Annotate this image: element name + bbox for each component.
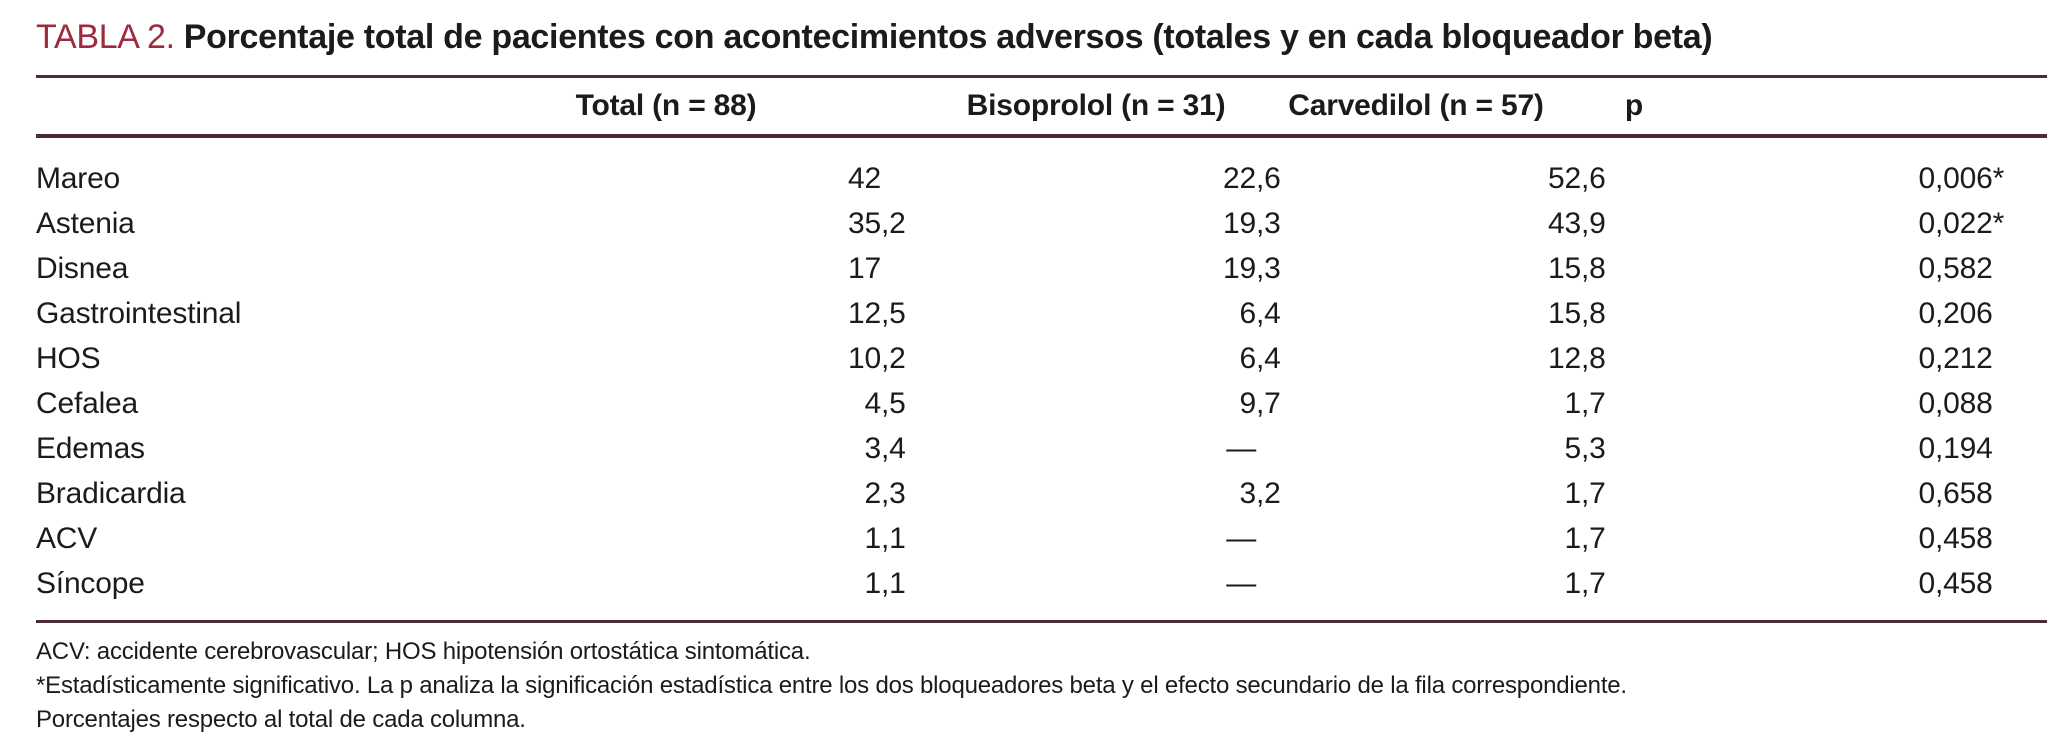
value-cell-carvedilol: 12,8 xyxy=(1548,341,1606,375)
value-cell-p: 0,088 xyxy=(1918,386,1993,420)
value-cell-p: 0,582 xyxy=(1918,251,1993,285)
divider-header xyxy=(36,134,2047,138)
footnote-abbreviations: ACV: accidente cerebrovascular; HOS hipo… xyxy=(36,638,811,665)
value-cell-carvedilol: 15,8 xyxy=(1548,251,1606,285)
table-caption: Porcentaje total de pacientes con aconte… xyxy=(183,18,1713,56)
header-cell-bisoprolol: Bisoprolol (n = 31) xyxy=(967,90,1416,122)
value-cell-p: 0,458 xyxy=(1918,566,1993,600)
table-row: Cefalea 4,5 9,7 1,7 0,088 xyxy=(36,381,2047,426)
value-cell-carvedilol: 1,7 xyxy=(1564,566,1606,600)
column-header-total: Total (n = 88) xyxy=(575,89,757,122)
row-label: Disnea xyxy=(36,251,129,285)
table-number-label: TABLA 2. xyxy=(36,18,175,56)
row-label: Síncope xyxy=(36,566,145,600)
footnote-percentages: Porcentajes respecto al total de cada co… xyxy=(36,706,526,733)
table-row: Astenia 35,2 19,3 43,9 0,022* xyxy=(36,201,2047,246)
value-cell-bisoprolol: 19,3 xyxy=(1223,251,1281,285)
value-cell-carvedilol: 5,3 xyxy=(1564,431,1606,465)
value-cell-p: 0,206 xyxy=(1918,296,1993,330)
table-row: ACV 1,1 — 1,7 0,458 xyxy=(36,516,2047,561)
row-label: ACV xyxy=(36,521,98,555)
value-cell-p: 0,458 xyxy=(1918,521,1993,555)
value-cell-total: 35,2 xyxy=(848,206,906,240)
value-cell-total: 1,1 xyxy=(864,521,906,555)
table-footnotes: ACV: accidente cerebrovascular; HOS hipo… xyxy=(36,623,2047,737)
value-cell-total: 42 xyxy=(848,161,881,195)
value-cell-p: 0,022* xyxy=(1918,206,2005,240)
row-label: Astenia xyxy=(36,206,135,240)
value-cell-total: 3,4 xyxy=(864,431,906,465)
table-row: HOS 10,2 6,4 12,8 0,212 xyxy=(36,336,2047,381)
value-cell-bisoprolol: 6,4 xyxy=(1239,341,1281,375)
table-row: Gastrointestinal 12,5 6,4 15,8 0,206 xyxy=(36,291,2047,336)
column-header-carvedilol: Carvedilol (n = 57) xyxy=(1288,89,1544,122)
value-cell-bisoprolol: 22,6 xyxy=(1223,161,1281,195)
value-cell-total: 4,5 xyxy=(864,386,906,420)
value-cell-carvedilol: 15,8 xyxy=(1548,296,1606,330)
value-cell-carvedilol: 1,7 xyxy=(1564,386,1606,420)
value-cell-total: 10,2 xyxy=(848,341,906,375)
divider-top xyxy=(36,75,2047,78)
row-label: Gastrointestinal xyxy=(36,296,242,330)
value-cell-bisoprolol: 3,2 xyxy=(1239,476,1281,510)
row-label: HOS xyxy=(36,341,101,375)
value-cell-bisoprolol: — xyxy=(1226,431,1256,465)
divider-bottom xyxy=(36,620,2047,623)
value-cell-carvedilol: 43,9 xyxy=(1548,206,1606,240)
value-cell-bisoprolol: — xyxy=(1226,566,1256,600)
table-row: Disnea 17 19,3 15,8 0,582 xyxy=(36,246,2047,291)
header-cell-carvedilol: Carvedilol (n = 57) xyxy=(1288,90,1746,122)
row-label: Edemas xyxy=(36,431,145,465)
value-cell-total: 1,1 xyxy=(864,566,906,600)
row-label: Cefalea xyxy=(36,386,139,420)
value-cell-p: 0,212 xyxy=(1918,341,1993,375)
column-header-bisoprolol: Bisoprolol (n = 31) xyxy=(966,89,1226,122)
value-cell-p: 0,006* xyxy=(1918,161,2005,195)
table-header-row: Total (n = 88) Bisoprolol (n = 31) Carve… xyxy=(36,78,2047,134)
value-cell-bisoprolol: 19,3 xyxy=(1223,206,1281,240)
column-header-p: p xyxy=(1624,89,1644,122)
value-cell-bisoprolol: 6,4 xyxy=(1239,296,1281,330)
row-label: Bradicardia xyxy=(36,476,186,510)
value-cell-p: 0,194 xyxy=(1918,431,1993,465)
value-cell-bisoprolol: — xyxy=(1226,521,1256,555)
header-cell-p: p xyxy=(1625,90,2047,122)
value-cell-p: 0,658 xyxy=(1918,476,1993,510)
value-cell-total: 12,5 xyxy=(848,296,906,330)
footnote-significance: *Estadísticamente significativo. La p an… xyxy=(36,672,1627,699)
value-cell-carvedilol: 52,6 xyxy=(1548,161,1606,195)
table-row: Mareo 42 22,6 52,6 0,006* xyxy=(36,156,2047,201)
value-cell-total: 17 xyxy=(848,251,881,285)
value-cell-carvedilol: 1,7 xyxy=(1564,521,1606,555)
value-cell-total: 2,3 xyxy=(864,476,906,510)
table-row: Síncope 1,1 — 1,7 0,458 xyxy=(36,561,2047,606)
table-body: Mareo 42 22,6 52,6 0,006* Astenia 35,2 19,3 43,9… xyxy=(36,138,2047,620)
row-label: Mareo xyxy=(36,161,121,195)
value-cell-bisoprolol: 9,7 xyxy=(1239,386,1281,420)
value-cell-carvedilol: 1,7 xyxy=(1564,476,1606,510)
table-row: Bradicardia 2,3 3,2 1,7 0,658 xyxy=(36,471,2047,516)
table-row: Edemas 3,4 — 5,3 0,194 xyxy=(36,426,2047,471)
table-title: TABLA 2. Porcentaje total de pacientes co… xyxy=(36,17,2047,57)
header-cell-total: Total (n = 88) xyxy=(576,90,1096,122)
